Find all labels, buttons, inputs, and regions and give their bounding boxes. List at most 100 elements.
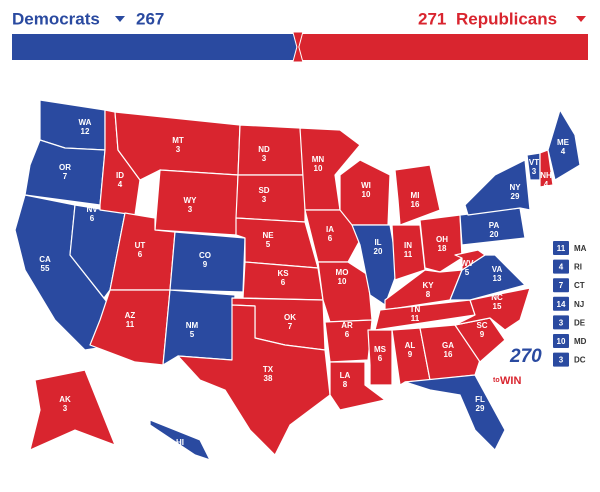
small-state-votes: 4 [559, 263, 564, 272]
state-abbr: VA [492, 265, 503, 274]
small-state-box[interactable] [553, 296, 569, 311]
state[interactable] [404, 374, 506, 451]
votes-bar [12, 34, 298, 60]
state-abbr: SD [258, 186, 269, 195]
dropdown-arrow[interactable] [115, 16, 125, 22]
dropdown-arrow[interactable] [576, 16, 586, 22]
state-abbr: MO [336, 268, 349, 277]
state-votes: 4 [118, 180, 123, 189]
small-state-box[interactable] [553, 315, 569, 330]
state[interactable] [235, 174, 306, 223]
state-votes: 6 [345, 330, 350, 339]
state-abbr: ID [116, 171, 124, 180]
state[interactable] [419, 214, 463, 273]
small-state-box[interactable] [553, 278, 569, 293]
state[interactable] [454, 287, 531, 331]
state[interactable] [162, 289, 236, 366]
state[interactable] [329, 361, 386, 411]
state-votes: 15 [493, 302, 502, 311]
state[interactable] [237, 124, 306, 176]
state-votes: 10 [338, 277, 347, 286]
state-abbr: AR [341, 321, 353, 330]
state[interactable] [29, 369, 116, 451]
state[interactable] [419, 324, 481, 381]
state-votes: 4 [544, 180, 549, 189]
state-abbr: KS [277, 269, 289, 278]
state-votes: 12 [81, 127, 90, 136]
state[interactable] [539, 149, 554, 188]
small-state-box[interactable] [553, 334, 569, 348]
state-votes: 7 [63, 172, 68, 181]
state-votes: 10 [314, 164, 323, 173]
small-state-box[interactable] [553, 352, 569, 367]
state-abbr: WY [184, 196, 198, 205]
state-abbr: IA [326, 225, 334, 234]
state-abbr: WA [79, 118, 92, 127]
state-votes: 6 [281, 278, 286, 287]
state-votes: 11 [126, 320, 135, 329]
state-abbr: UT [135, 241, 146, 250]
state[interactable] [547, 109, 581, 181]
left-party[interactable]: Democrats [12, 9, 100, 28]
state-votes: 6 [328, 234, 333, 243]
small-state-votes: 10 [557, 337, 566, 346]
small-state-abbr: DC [574, 356, 586, 365]
state-votes: 4 [178, 447, 183, 456]
state[interactable] [394, 164, 441, 226]
state-votes: 5 [465, 268, 470, 277]
right-party[interactable]: Republicans [456, 9, 557, 28]
state-abbr: OK [284, 313, 296, 322]
state-abbr: NE [262, 231, 274, 240]
state[interactable] [324, 319, 373, 363]
split-marker [292, 31, 304, 63]
small-state-abbr: DE [574, 318, 586, 327]
state[interactable] [149, 419, 211, 461]
state-votes: 29 [511, 192, 520, 201]
state-abbr: MS [374, 345, 387, 354]
state-abbr: AZ [125, 311, 136, 320]
state-votes: 6 [138, 250, 143, 259]
state[interactable] [464, 159, 531, 216]
state-votes: 9 [203, 260, 208, 269]
state-votes: 11 [411, 314, 420, 323]
state-abbr: AL [405, 341, 416, 350]
small-state-votes: 11 [557, 244, 566, 253]
small-state-abbr: MA [574, 244, 587, 253]
small-state-box[interactable] [553, 241, 569, 255]
state-votes: 20 [490, 230, 499, 239]
state-abbr: FL [475, 395, 485, 404]
state[interactable] [454, 249, 486, 271]
state-votes: 5 [190, 330, 195, 339]
small-state-box[interactable] [553, 259, 569, 274]
state-votes: 3 [63, 404, 68, 413]
state-votes: 11 [404, 250, 413, 259]
state-abbr: AK [59, 395, 71, 404]
state-abbr: PA [489, 221, 500, 230]
state-votes: 3 [532, 167, 537, 176]
state-abbr: SC [476, 321, 487, 330]
state-abbr: WV [461, 259, 475, 268]
state-votes: 3 [188, 205, 193, 214]
state[interactable] [169, 231, 246, 293]
state[interactable] [367, 329, 393, 386]
state-votes: 8 [343, 380, 348, 389]
state-votes: 29 [476, 404, 485, 413]
state-abbr: NV [86, 205, 98, 214]
state-votes: 20 [374, 247, 383, 256]
state-abbr: TN [410, 305, 421, 314]
state-abbr: LA [340, 371, 351, 380]
state-abbr: CO [199, 251, 211, 260]
state-votes: 16 [411, 200, 420, 209]
state[interactable] [235, 217, 319, 269]
state-votes: 6 [90, 214, 95, 223]
small-state-votes: 14 [557, 300, 566, 309]
state[interactable] [154, 169, 239, 236]
state[interactable] [177, 304, 331, 456]
state-votes: 9 [408, 350, 413, 359]
state-abbr: IN [404, 241, 412, 250]
state-votes: 4 [561, 147, 566, 156]
state-abbr: IL [374, 238, 381, 247]
state-votes: 7 [288, 322, 293, 331]
state-abbr: MN [312, 155, 325, 164]
